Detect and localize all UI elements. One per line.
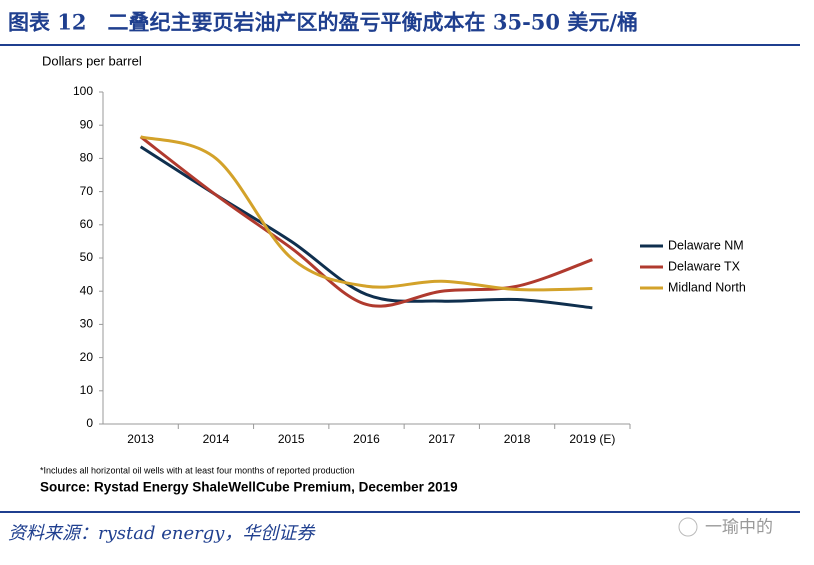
y-axis-label: Dollars per barrel	[42, 53, 142, 68]
y-tick-label: 60	[80, 217, 94, 231]
footer-source: 资料来源：rystad energy，华创证券	[8, 523, 316, 544]
y-tick-label: 20	[80, 350, 94, 364]
y-tick-label: 30	[80, 317, 94, 331]
x-tick-label: 2015	[278, 432, 305, 446]
x-tick-label: 2018	[504, 432, 531, 446]
footnote: *Includes all horizontal oil wells with …	[40, 465, 355, 475]
y-tick-label: 10	[80, 383, 94, 397]
x-tick-label: 2014	[203, 432, 230, 446]
chart-source: Source: Rystad Energy ShaleWellCube Prem…	[40, 480, 458, 495]
watermark-icon	[678, 517, 698, 537]
x-tick-label: 2017	[428, 432, 455, 446]
x-tick-label: 2013	[127, 432, 154, 446]
y-tick-label: 0	[86, 416, 93, 430]
series-line	[140, 135, 593, 292]
y-tick-label: 80	[80, 151, 94, 165]
y-tick-label: 90	[80, 117, 94, 131]
y-tick-label: 40	[80, 283, 94, 297]
y-tick-label: 100	[73, 84, 93, 98]
x-tick-label: 2019 (E)	[569, 432, 615, 446]
y-tick-label: 50	[80, 250, 94, 264]
legend-label: Delaware TX	[668, 259, 741, 273]
page-title: 图表 12 二叠纪主要页岩油产区的盈亏平衡成本在 35-50 美元/桶	[8, 10, 638, 35]
series-line	[139, 135, 593, 308]
watermark: 一瑜中的	[705, 517, 773, 536]
x-tick-label: 2016	[353, 432, 380, 446]
legend-label: Delaware NM	[668, 238, 744, 252]
legend-label: Midland North	[668, 280, 746, 294]
y-tick-label: 70	[80, 184, 94, 198]
